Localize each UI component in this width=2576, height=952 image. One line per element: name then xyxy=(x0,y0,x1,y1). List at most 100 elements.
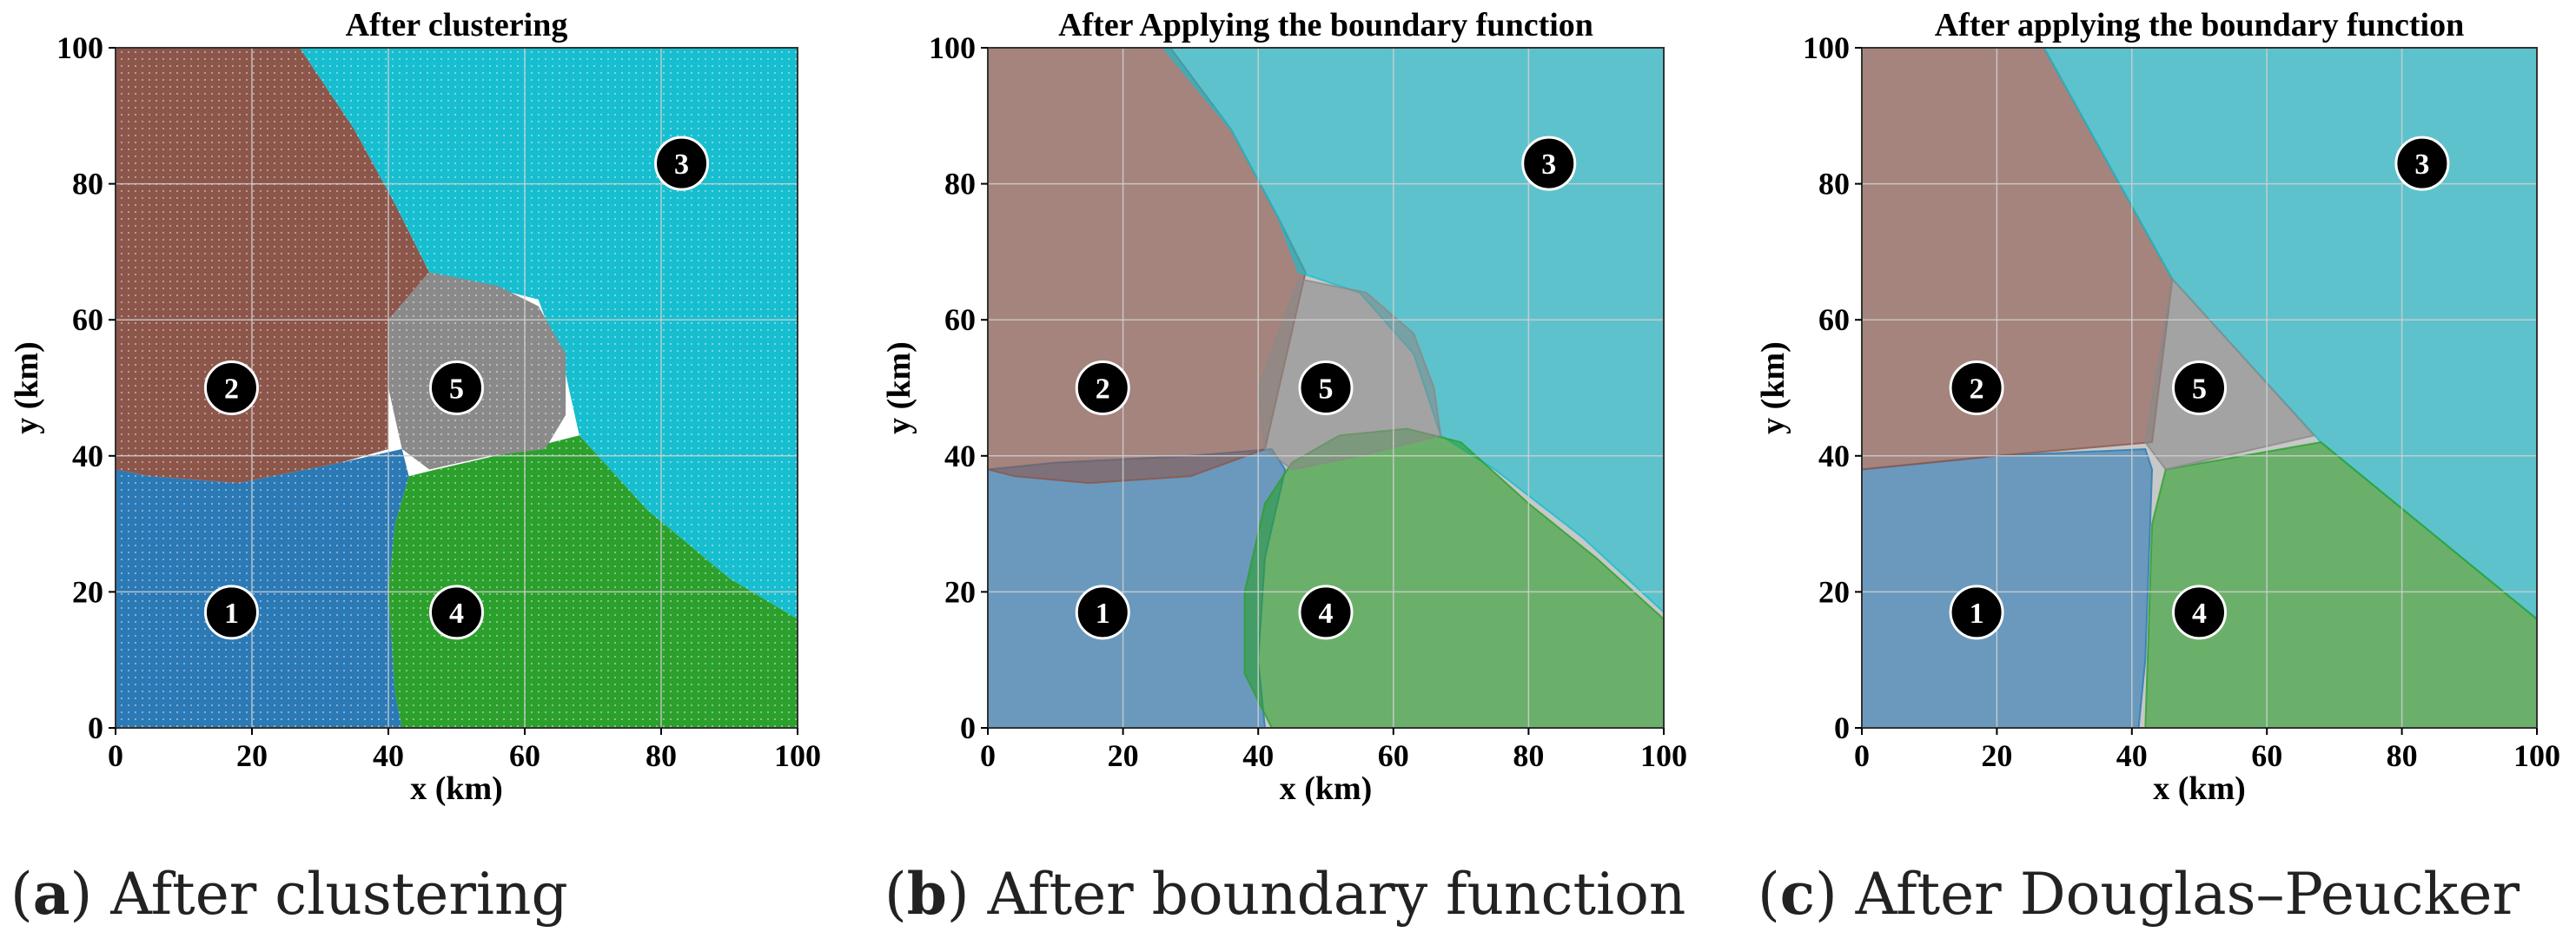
marker-circle xyxy=(1949,360,2004,415)
marker-circle xyxy=(203,360,259,415)
cluster-marker-4: 4 xyxy=(1298,585,1354,640)
y-tick-label: 80 xyxy=(1818,167,1850,202)
panel-3: 0 20 40 60 80 100 0 20 40 60 80 100 x (km) y (km) Afte… xyxy=(1755,7,2560,807)
cluster-marker-2: 2 xyxy=(203,360,259,415)
axes-frame xyxy=(987,47,1665,729)
x-tick-label: 0 xyxy=(980,738,996,773)
cluster-marker-3: 3 xyxy=(2394,136,2450,191)
marker-circle xyxy=(654,136,710,191)
y-tick-label: 80 xyxy=(72,167,103,202)
region-cluster-4 xyxy=(388,435,798,728)
y-tick-label: 60 xyxy=(944,302,976,337)
cluster-marker-5: 5 xyxy=(1298,360,1354,415)
y-axis-label: y (km) xyxy=(881,341,917,434)
cluster-marker-5: 5 xyxy=(429,360,484,415)
y-tick-label: 100 xyxy=(56,30,103,65)
axes-frame xyxy=(1861,47,2538,729)
cluster-marker-5: 5 xyxy=(2172,360,2227,415)
caption-c: (c) After Douglas–Peucker xyxy=(1758,860,2520,928)
x-tick-label: 80 xyxy=(1513,738,1544,773)
marker-circle xyxy=(1521,136,1577,191)
x-tick-label: 60 xyxy=(509,738,540,773)
marker-label: 5 xyxy=(449,374,464,406)
x-tick-label: 80 xyxy=(646,738,677,773)
cluster-marker-4: 4 xyxy=(2172,585,2227,640)
cluster-marker-2: 2 xyxy=(1075,360,1130,415)
caption-a: (a) After clustering xyxy=(10,860,568,928)
marker-circle xyxy=(1298,360,1354,415)
region-cluster-3 xyxy=(300,48,798,619)
y-tick-label: 40 xyxy=(72,439,103,473)
panel-1: 0 20 40 60 80 100 0 20 40 60 80 100 x (km) y (km) Afte… xyxy=(9,7,821,807)
panel-title: After clustering xyxy=(346,7,568,43)
x-tick-label: 100 xyxy=(774,738,821,773)
y-tick-label: 0 xyxy=(1834,711,1850,745)
marker-circle xyxy=(2394,136,2450,191)
cluster-marker-4: 4 xyxy=(429,585,484,640)
marker-label: 4 xyxy=(1319,598,1334,630)
x-tick-label: 80 xyxy=(2387,738,2418,773)
panel-title: After applying the boundary function xyxy=(1935,7,2465,43)
caption-b: (b) After boundary function xyxy=(884,860,1686,928)
x-tick-label: 40 xyxy=(2116,738,2148,773)
x-tick-label: 20 xyxy=(1108,738,1139,773)
marker-circle xyxy=(1298,585,1354,640)
marker-circle xyxy=(1949,585,2004,640)
regions xyxy=(116,48,798,728)
marker-label: 3 xyxy=(2414,149,2429,181)
y-tick-label: 60 xyxy=(1818,302,1850,337)
x-tick-label: 20 xyxy=(236,738,268,773)
x-axis-label: x (km) xyxy=(2153,770,2246,807)
x-tick-label: 100 xyxy=(2513,738,2560,773)
y-tick-label: 100 xyxy=(929,30,976,65)
panel-2: 0 20 40 60 80 100 0 20 40 60 80 100 x (km) y (km) Afte… xyxy=(881,7,1687,807)
panel-title: After Applying the boundary function xyxy=(1058,7,1593,43)
cluster-marker-1: 1 xyxy=(1075,585,1130,640)
cluster-marker-2: 2 xyxy=(1949,360,2004,415)
region-cluster-1 xyxy=(116,449,409,728)
y-tick-label: 80 xyxy=(944,167,976,202)
y-tick-label: 40 xyxy=(944,439,976,473)
y-tick-label: 60 xyxy=(72,302,103,337)
x-tick-label: 100 xyxy=(1640,738,1687,773)
cluster-marker-1: 1 xyxy=(203,585,259,640)
marker-circle xyxy=(203,585,259,640)
x-tick-label: 60 xyxy=(2251,738,2282,773)
x-tick-label: 60 xyxy=(1378,738,1409,773)
cluster-marker-3: 3 xyxy=(1521,136,1577,191)
y-tick-label: 0 xyxy=(88,711,103,745)
marker-label: 2 xyxy=(1970,374,1984,406)
x-axis-label: x (km) xyxy=(1280,770,1373,807)
y-axis-label: y (km) xyxy=(9,341,45,434)
marker-label: 2 xyxy=(1096,374,1110,406)
marker-label: 4 xyxy=(449,598,464,630)
marker-circle xyxy=(1075,585,1130,640)
x-tick-label: 0 xyxy=(108,738,123,773)
marker-label: 5 xyxy=(1319,374,1334,406)
marker-label: 1 xyxy=(1970,598,1984,630)
marker-circle xyxy=(1075,360,1130,415)
marker-label: 1 xyxy=(1096,598,1110,630)
regions xyxy=(988,48,1664,728)
y-tick-label: 100 xyxy=(1803,30,1850,65)
x-tick-label: 0 xyxy=(1854,738,1870,773)
marker-label: 4 xyxy=(2192,598,2207,630)
marker-label: 5 xyxy=(2192,374,2207,406)
region-cluster-1 xyxy=(1862,447,2154,728)
y-tick-label: 0 xyxy=(960,711,976,745)
y-tick-label: 20 xyxy=(944,574,976,609)
marker-label: 2 xyxy=(224,374,239,406)
region-cluster-1 xyxy=(988,447,1287,728)
marker-circle xyxy=(429,585,484,640)
y-axis-label: y (km) xyxy=(1755,341,1791,434)
x-tick-label: 40 xyxy=(373,738,404,773)
marker-label: 3 xyxy=(1541,149,1556,181)
y-tick-label: 20 xyxy=(72,574,103,609)
y-tick-label: 20 xyxy=(1818,574,1850,609)
x-tick-label: 20 xyxy=(1981,738,2012,773)
marker-circle xyxy=(2172,585,2227,640)
cluster-marker-3: 3 xyxy=(654,136,710,191)
x-tick-label: 40 xyxy=(1242,738,1274,773)
x-axis-label: x (km) xyxy=(410,770,503,807)
